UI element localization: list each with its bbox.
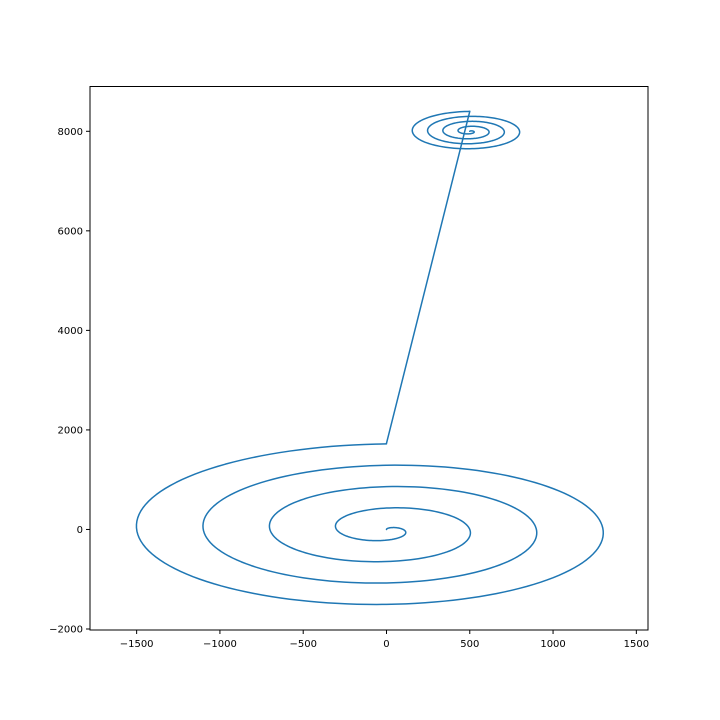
y-axis: −2000 0 2000 4000 6000 8000: [49, 127, 90, 636]
series-line-segment-3: [411, 110, 521, 150]
axes-frame: [89, 86, 649, 631]
series-line-segment-1: [135, 443, 605, 606]
y-tick-label: 8000: [58, 127, 83, 138]
x-tick-label: 500: [460, 639, 479, 650]
y-tick-label: 6000: [58, 226, 83, 237]
x-tick-label: −1000: [203, 639, 237, 650]
x-tick-label: 1500: [624, 639, 649, 650]
x-axis: −1500 −1000 −500 0 500 1000 1500: [120, 630, 649, 650]
series-layer: [135, 110, 605, 606]
y-tick-label: −2000: [49, 625, 83, 636]
y-tick-label: 0: [77, 525, 83, 536]
y-tick-label: 2000: [58, 425, 83, 436]
series-line-segment-2: [385, 110, 471, 445]
y-tick-label: 4000: [58, 326, 83, 337]
x-tick-label: 1000: [540, 639, 565, 650]
plot-area: [90, 86, 648, 630]
x-tick-label: −1500: [120, 639, 154, 650]
x-tick-label: −500: [289, 639, 316, 650]
x-tick-label: 0: [383, 639, 389, 650]
